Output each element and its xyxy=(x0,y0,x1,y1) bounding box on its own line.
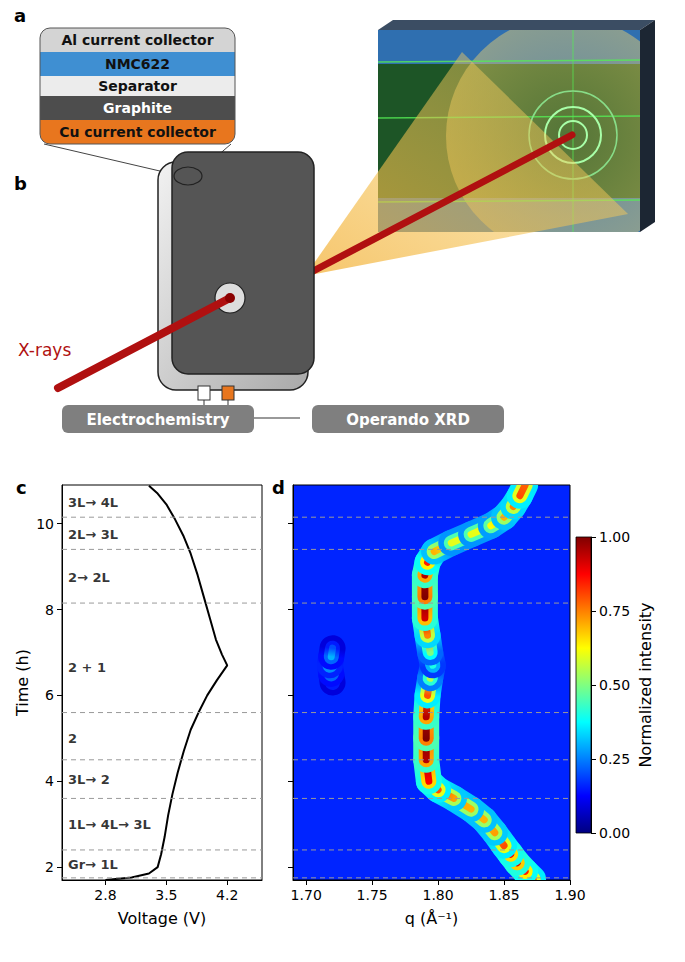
svg-text:0.50: 0.50 xyxy=(599,677,630,693)
svg-text:10: 10 xyxy=(36,516,54,532)
svg-text:Separator: Separator xyxy=(98,78,177,94)
svg-text:0.75: 0.75 xyxy=(599,603,630,619)
svg-text:6: 6 xyxy=(45,687,54,703)
svg-text:3.5: 3.5 xyxy=(155,887,177,903)
svg-text:1.00: 1.00 xyxy=(599,529,630,545)
svg-text:Time (h): Time (h) xyxy=(13,649,32,717)
svg-text:1L→ 4L→ 3L: 1L→ 4L→ 3L xyxy=(68,817,151,832)
svg-text:2.8: 2.8 xyxy=(94,887,116,903)
svg-text:1.75: 1.75 xyxy=(357,887,388,903)
svg-text:Normalized intensity: Normalized intensity xyxy=(636,602,655,767)
svg-text:X-rays: X-rays xyxy=(18,340,71,360)
svg-text:q (Å⁻¹): q (Å⁻¹) xyxy=(405,909,459,928)
svg-text:Al current collector: Al current collector xyxy=(61,32,213,48)
svg-text:Operando XRD: Operando XRD xyxy=(346,411,470,429)
svg-text:2: 2 xyxy=(45,859,54,875)
svg-text:Gr→ 1L: Gr→ 1L xyxy=(68,857,118,872)
svg-text:1.80: 1.80 xyxy=(423,887,454,903)
svg-text:4.2: 4.2 xyxy=(216,887,238,903)
svg-text:0.25: 0.25 xyxy=(599,751,630,767)
svg-text:3L→ 2: 3L→ 2 xyxy=(68,772,110,787)
svg-text:Cu current collector: Cu current collector xyxy=(59,124,216,140)
svg-text:8: 8 xyxy=(45,602,54,618)
svg-text:1.85: 1.85 xyxy=(488,887,519,903)
svg-text:c: c xyxy=(16,477,27,498)
svg-text:Voltage (V): Voltage (V) xyxy=(118,909,207,928)
svg-text:Graphite: Graphite xyxy=(103,100,172,116)
svg-text:d: d xyxy=(272,477,285,498)
svg-text:Electrochemistry: Electrochemistry xyxy=(86,411,229,429)
svg-text:3L→ 4L: 3L→ 4L xyxy=(68,495,118,510)
svg-text:2→ 2L: 2→ 2L xyxy=(68,570,110,585)
svg-text:2: 2 xyxy=(68,731,77,746)
svg-text:1.90: 1.90 xyxy=(554,887,585,903)
svg-text:1.70: 1.70 xyxy=(291,887,322,903)
svg-text:b: b xyxy=(14,173,27,194)
svg-text:4: 4 xyxy=(45,773,54,789)
svg-text:0.00: 0.00 xyxy=(599,825,630,841)
svg-text:2L→ 3L: 2L→ 3L xyxy=(68,527,118,542)
svg-text:a: a xyxy=(14,5,26,26)
svg-text:2 + 1: 2 + 1 xyxy=(68,660,106,675)
svg-text:NMC622: NMC622 xyxy=(105,56,170,72)
